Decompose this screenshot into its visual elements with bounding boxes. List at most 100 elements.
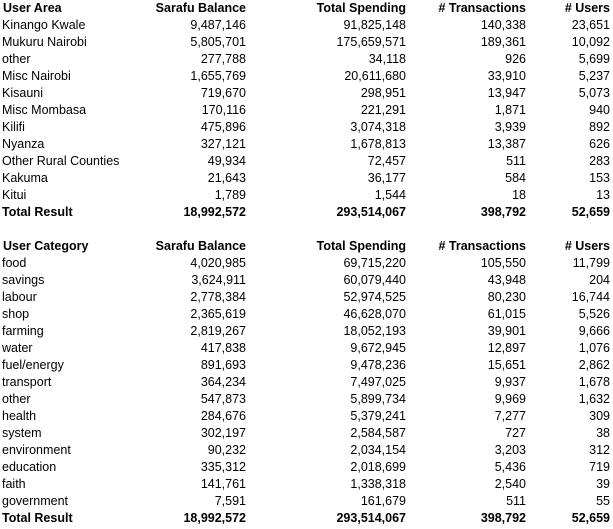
table-cell: 69,715,220: [343, 256, 406, 270]
table-cell: 2,018,699: [350, 460, 406, 474]
table-cell: 34,118: [368, 52, 406, 66]
column-header: Sarafu Balance: [155, 1, 246, 15]
table-cell: 1,789: [214, 188, 246, 202]
total-row: Total Result 18,992,572 293,514,067 398,792…: [0, 510, 613, 527]
table-header-row: User Area Sarafu Balance Total Spending # T…: [0, 0, 613, 17]
table-cell: 60,079,440: [343, 273, 406, 287]
row-label: savings: [2, 273, 45, 287]
table-cell: 3,203: [494, 443, 526, 457]
row-label: other: [2, 392, 31, 406]
table-cell: 175,659,571: [336, 35, 406, 49]
table-row: Other Rural Counties 49,934 72,457 511 283: [0, 153, 613, 170]
table-cell: 13,387: [487, 137, 526, 151]
row-label: farming: [2, 324, 44, 338]
table-cell: 9,969: [494, 392, 526, 406]
table-cell: 90,232: [207, 443, 246, 457]
table-cell: 204: [589, 273, 610, 287]
table-cell: 511: [506, 494, 526, 508]
table-cell: 13,947: [487, 86, 526, 100]
table-cell: 547,873: [200, 392, 246, 406]
column-header: User Area: [3, 1, 62, 15]
table-row: farming 2,819,267 18,052,193 39,901 9,666: [0, 323, 613, 340]
row-label: environment: [2, 443, 71, 457]
total-cell: 293,514,067: [336, 511, 406, 525]
column-header: User Category: [3, 239, 89, 253]
row-label: shop: [2, 307, 30, 321]
table-cell: 9,478,236: [350, 358, 406, 372]
user-category-table-header: User Category Sarafu Balance Total Spendin…: [0, 238, 613, 255]
table-cell: 284,676: [200, 409, 246, 423]
table-row: Kilifi 475,896 3,074,318 3,939 892: [0, 119, 613, 136]
table-row: fuel/energy 891,693 9,478,236 15,651 2,862: [0, 357, 613, 374]
table-cell: 584: [505, 171, 526, 185]
total-label: Total Result: [2, 511, 73, 525]
row-label: Kakuma: [2, 171, 48, 185]
row-label: faith: [2, 477, 26, 491]
table-cell: 302,197: [200, 426, 246, 440]
row-label: Other Rural Counties: [2, 154, 120, 168]
row-label: system: [2, 426, 42, 440]
row-label: Kitui: [2, 188, 27, 202]
row-label: health: [2, 409, 37, 423]
table-cell: 38: [596, 426, 610, 440]
table-cell: 221,291: [360, 103, 406, 117]
table-cell: 5,379,241: [350, 409, 406, 423]
table-cell: 3,939: [494, 120, 526, 134]
table-row: Misc Mombasa 170,116 221,291 1,871 940: [0, 102, 613, 119]
table-cell: 43,948: [487, 273, 526, 287]
table-row: health 284,676 5,379,241 7,277 309: [0, 408, 613, 425]
total-cell: 52,659: [571, 205, 610, 219]
table-cell: 9,487,146: [190, 18, 246, 32]
table-row: Kitui 1,789 1,544 18 13: [0, 187, 613, 204]
table-cell: 626: [589, 137, 610, 151]
table-row: environment 90,232 2,034,154 3,203 312: [0, 442, 613, 459]
table-row: Misc Nairobi 1,655,769 20,611,680 33,910 5,2…: [0, 68, 613, 85]
column-header: Total Spending: [316, 1, 406, 15]
table-cell: 61,015: [487, 307, 526, 321]
table-cell: 5,436: [494, 460, 526, 474]
table-cell: 2,365,619: [190, 307, 246, 321]
table-cell: 1,632: [578, 392, 610, 406]
table-cell: 21,643: [207, 171, 246, 185]
column-header: # Transactions: [438, 1, 526, 15]
table-row: Nyanza 327,121 1,678,813 13,387 626: [0, 136, 613, 153]
table-cell: 2,584,587: [350, 426, 406, 440]
table-row: water 417,838 9,672,945 12,897 1,076: [0, 340, 613, 357]
table-row: shop 2,365,619 46,628,070 61,015 5,526: [0, 306, 613, 323]
table-cell: 10,092: [571, 35, 610, 49]
total-cell: 52,659: [571, 511, 610, 525]
table-cell: 3,074,318: [350, 120, 406, 134]
table-cell: 91,825,148: [343, 18, 406, 32]
total-label: Total Result: [2, 205, 73, 219]
table-cell: 2,819,267: [190, 324, 246, 338]
row-label: labour: [2, 290, 37, 304]
table-row: food 4,020,985 69,715,220 105,550 11,799: [0, 255, 613, 272]
table-cell: 719: [589, 460, 610, 474]
column-header: # Users: [564, 239, 610, 253]
table-cell: 55: [596, 494, 610, 508]
table-cell: 926: [505, 52, 526, 66]
row-label: Mukuru Nairobi: [2, 35, 87, 49]
table-row: labour 2,778,384 52,974,525 80,230 16,744: [0, 289, 613, 306]
row-label: Misc Mombasa: [2, 103, 87, 117]
table-cell: 1,678,813: [350, 137, 406, 151]
table-row: other 547,873 5,899,734 9,969 1,632: [0, 391, 613, 408]
row-label: Kilifi: [2, 120, 25, 134]
column-header: # Transactions: [438, 239, 526, 253]
table-cell: 5,899,734: [350, 392, 406, 406]
table-cell: 891,693: [200, 358, 246, 372]
table-header-row: User Category Sarafu Balance Total Spendin…: [0, 238, 613, 255]
table-cell: 33,910: [487, 69, 526, 83]
table-cell: 18,052,193: [343, 324, 406, 338]
user-category-table-body: food 4,020,985 69,715,220 105,550 11,799 savi…: [0, 255, 613, 527]
table-cell: 4,020,985: [190, 256, 246, 270]
table-cell: 140,338: [480, 18, 526, 32]
table-cell: 1,871: [494, 103, 526, 117]
table-cell: 309: [589, 409, 610, 423]
table-cell: 46,628,070: [343, 307, 406, 321]
table-cell: 105,550: [480, 256, 526, 270]
row-label: other: [2, 52, 31, 66]
table-cell: 5,805,701: [190, 35, 246, 49]
table-row: system 302,197 2,584,587 727 38: [0, 425, 613, 442]
table-cell: 511: [506, 154, 526, 168]
